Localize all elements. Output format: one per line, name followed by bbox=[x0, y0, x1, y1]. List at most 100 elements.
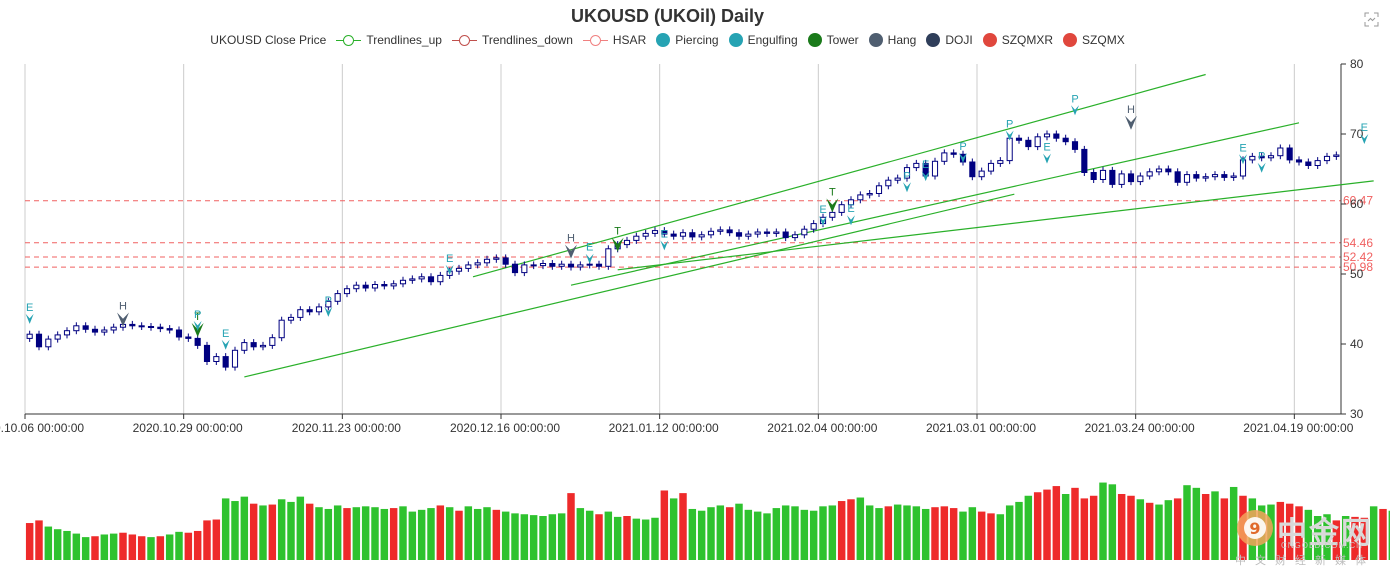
legend-symbol-icon bbox=[807, 33, 822, 47]
volume-bar bbox=[1285, 503, 1294, 560]
candle-body bbox=[63, 330, 71, 336]
volume-bar bbox=[1341, 516, 1350, 560]
volume-bar bbox=[1089, 495, 1098, 560]
legend-item-ukousd-close-price[interactable]: UKOUSD Close Price bbox=[210, 33, 326, 47]
candle-body bbox=[241, 342, 248, 351]
candle-body bbox=[1174, 171, 1181, 183]
legend-item-tower[interactable]: Tower bbox=[807, 33, 859, 47]
pattern-label: P bbox=[1258, 151, 1265, 163]
volume-bar bbox=[968, 507, 977, 560]
candle-body bbox=[502, 257, 509, 265]
volume-bar bbox=[725, 507, 734, 560]
volume-bar bbox=[1015, 501, 1023, 560]
volume-bar bbox=[91, 536, 99, 560]
pattern-label: E bbox=[922, 159, 929, 171]
volume-bar bbox=[847, 499, 855, 560]
candle-body bbox=[1165, 168, 1172, 173]
candle-body bbox=[1267, 155, 1275, 159]
volume-bar bbox=[1024, 495, 1033, 560]
candle-body bbox=[1155, 168, 1163, 173]
candle-body bbox=[558, 263, 565, 267]
candle-body bbox=[1333, 154, 1340, 157]
candle-body bbox=[894, 177, 901, 181]
candle-body bbox=[1193, 174, 1200, 179]
trendline-up bbox=[617, 180, 1374, 271]
candle-body bbox=[1081, 148, 1088, 173]
volume-bar bbox=[109, 533, 118, 560]
legend-item-piercing[interactable]: Piercing bbox=[656, 33, 719, 47]
legend-label: Tower bbox=[826, 33, 859, 47]
volume-bar bbox=[688, 508, 697, 560]
candle-body bbox=[810, 223, 817, 230]
candle-body bbox=[278, 319, 285, 339]
legend-label: Engulfing bbox=[747, 33, 798, 47]
trendline-up bbox=[244, 193, 1015, 378]
candle-body bbox=[726, 229, 733, 234]
volume-bar bbox=[371, 507, 379, 560]
watermark-slogan: 中文财经新媒体 bbox=[1235, 555, 1375, 567]
legend-item-trendlines-up[interactable]: Trendlines_up bbox=[336, 33, 442, 47]
candle-body bbox=[110, 326, 117, 331]
legend-item-doji[interactable]: DOJI bbox=[926, 33, 973, 47]
volume-bar bbox=[557, 513, 566, 560]
trendline-up bbox=[472, 73, 1206, 278]
pattern-label: H bbox=[1127, 104, 1135, 116]
pattern-marker-icon bbox=[221, 339, 230, 350]
volume-bar bbox=[604, 511, 613, 560]
pattern-label: E bbox=[1361, 122, 1368, 134]
candle-body bbox=[269, 337, 276, 346]
legend-item-engulfing[interactable]: Engulfing bbox=[728, 33, 798, 47]
legend-item-szqmx[interactable]: SZQMX bbox=[1063, 33, 1125, 47]
legend-item-hang[interactable]: Hang bbox=[868, 33, 916, 47]
volume-bar bbox=[53, 529, 62, 560]
pattern-label: P bbox=[959, 141, 966, 153]
volume-bar bbox=[679, 493, 687, 560]
x-tick-label: 2021.03.24 00:00:00 bbox=[1085, 421, 1195, 435]
candle-body bbox=[409, 278, 416, 281]
save-image-icon[interactable] bbox=[1364, 12, 1379, 27]
hsar-label: 60.47 bbox=[1343, 194, 1373, 208]
x-tick-label: 2021.02.04 00:00:00 bbox=[767, 421, 877, 435]
candle-body bbox=[437, 274, 444, 283]
trendline-up bbox=[570, 122, 1300, 286]
volume-bar bbox=[1220, 498, 1229, 560]
legend-label: SZQMXR bbox=[1001, 33, 1054, 47]
legend-item-trendlines-down[interactable]: Trendlines_down bbox=[451, 33, 573, 47]
pattern-marker-icon bbox=[1239, 154, 1247, 165]
legend-item-hsar[interactable]: HSAR bbox=[582, 33, 646, 47]
candle-body bbox=[586, 263, 593, 266]
volume-bar bbox=[1192, 487, 1201, 560]
volume-bar bbox=[1005, 505, 1014, 560]
legend-symbol-icon bbox=[868, 33, 883, 47]
volume-bar bbox=[1155, 504, 1163, 560]
candle-body bbox=[465, 264, 472, 269]
volume-bar bbox=[1164, 500, 1173, 560]
volume-bar bbox=[44, 526, 53, 560]
legend-item-szqmxr[interactable]: SZQMXR bbox=[982, 33, 1054, 47]
legend-symbol-icon bbox=[656, 33, 671, 47]
candle-body bbox=[530, 264, 537, 267]
legend-symbol-icon bbox=[451, 33, 477, 47]
volume-bar bbox=[259, 505, 267, 560]
volume-bar bbox=[156, 536, 165, 560]
candle-body bbox=[885, 179, 892, 187]
candle-body bbox=[745, 233, 752, 237]
candle-body bbox=[82, 325, 89, 330]
candle-body bbox=[483, 258, 491, 264]
legend-label: Trendlines_down bbox=[481, 33, 573, 47]
volume-bar bbox=[455, 510, 463, 560]
candle-body bbox=[1043, 133, 1051, 138]
candle-body bbox=[1137, 175, 1144, 183]
volume-bar bbox=[959, 511, 967, 560]
candle-body bbox=[679, 232, 687, 237]
candle-body bbox=[1006, 137, 1013, 162]
volume-bar bbox=[436, 505, 445, 560]
volume-bar bbox=[1080, 498, 1089, 560]
pattern-marker-icon bbox=[903, 182, 911, 193]
volume-bar bbox=[828, 505, 837, 560]
volume-bar bbox=[949, 508, 958, 560]
volume-bar bbox=[305, 503, 314, 560]
hsar-label: 52.42 bbox=[1343, 250, 1373, 264]
volume-bar bbox=[175, 531, 183, 560]
